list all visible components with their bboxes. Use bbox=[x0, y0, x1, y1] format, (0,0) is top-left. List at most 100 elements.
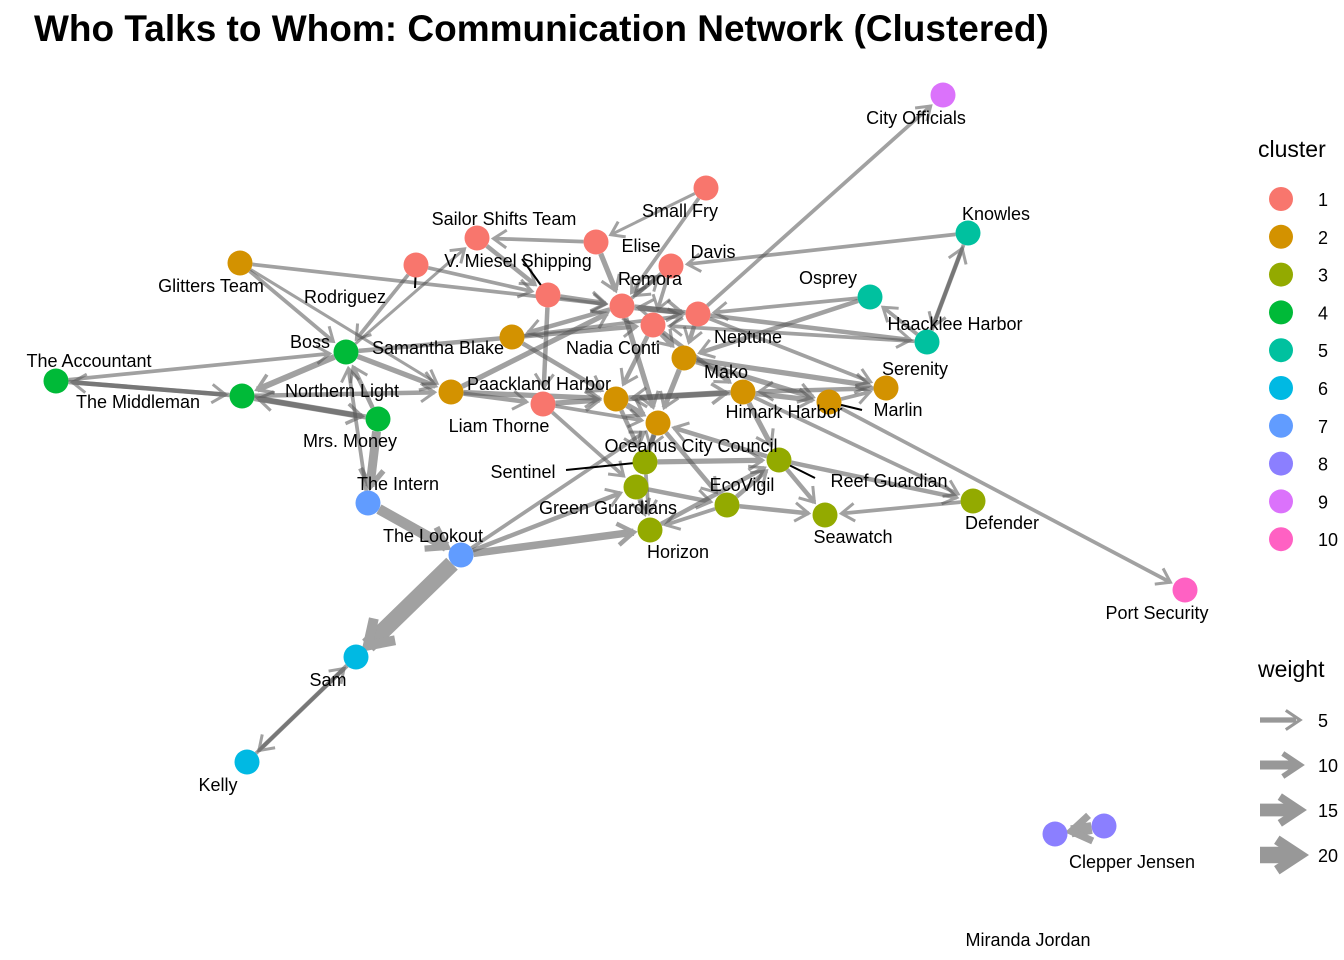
legend-cluster-swatch bbox=[1269, 338, 1293, 363]
node-label-sailor_shifts: Sailor Shifts Team bbox=[432, 209, 577, 229]
node-davis[interactable] bbox=[658, 253, 684, 279]
edge-the_lookout-horizon bbox=[472, 521, 638, 558]
edge-remora-oceanus bbox=[623, 317, 660, 410]
node-reef_guardian[interactable] bbox=[766, 447, 792, 473]
edge-boss-northern_light bbox=[356, 353, 439, 392]
legend-cluster-label: 2 bbox=[1318, 228, 1328, 248]
legend-weight-label: 20 bbox=[1318, 846, 1338, 866]
node-mako[interactable] bbox=[671, 345, 697, 371]
legend-weight-label: 10 bbox=[1318, 756, 1338, 776]
legend-cluster-label: 3 bbox=[1318, 266, 1328, 286]
node-knowles[interactable] bbox=[955, 220, 981, 246]
legend-cluster-title: cluster bbox=[1258, 136, 1326, 162]
edge-remora-samantha_blake bbox=[525, 307, 611, 340]
node-horizon[interactable] bbox=[637, 517, 663, 543]
node-nadia_conti[interactable] bbox=[640, 312, 666, 338]
node-the_intern[interactable] bbox=[355, 490, 381, 516]
node-label-ecovigil: EcoVigil bbox=[710, 475, 775, 495]
node-label-sam: Sam bbox=[309, 670, 346, 690]
node-label-remora: Remora bbox=[618, 269, 683, 289]
node-kelly[interactable] bbox=[234, 749, 260, 775]
edge-himark-reef_guardian bbox=[746, 401, 775, 448]
edge-the_intern-boss bbox=[340, 365, 369, 491]
edge-rodriguez-v_miesel bbox=[427, 265, 535, 299]
edge-horizon-reef_guardian bbox=[659, 464, 767, 527]
legend-cluster-label: 4 bbox=[1318, 303, 1328, 323]
edge-elise-sailor_shifts bbox=[490, 228, 584, 250]
edge-nadia_conti-mako bbox=[655, 328, 675, 349]
node-label-paackland: Paackland Harbor bbox=[467, 374, 611, 394]
legend-cluster-label: 1 bbox=[1318, 190, 1328, 210]
edge-haacklee-knowles bbox=[929, 245, 968, 332]
node-sentinel[interactable] bbox=[632, 449, 658, 475]
node-label-haacklee: Haacklee Harbor bbox=[887, 314, 1022, 334]
node-defender[interactable] bbox=[960, 488, 986, 514]
node-the_accountant[interactable] bbox=[43, 368, 69, 394]
node-rodriguez[interactable] bbox=[403, 252, 429, 278]
node-sailor_shifts[interactable] bbox=[464, 225, 490, 251]
edge-elise-remora bbox=[598, 252, 621, 294]
node-label-davis: Davis bbox=[690, 242, 735, 262]
edge-paackland-oceanus bbox=[625, 397, 647, 418]
legend-cluster-swatch bbox=[1269, 451, 1293, 476]
edge-knowles-davis bbox=[684, 232, 956, 273]
node-label-nadia_conti: Nadia Conti bbox=[566, 338, 660, 358]
node-himark[interactable] bbox=[730, 379, 756, 405]
edge-kelly-sam bbox=[254, 666, 347, 755]
node-northern_light[interactable] bbox=[438, 379, 464, 405]
node-city_officials[interactable] bbox=[930, 82, 956, 108]
node-oceanus[interactable] bbox=[645, 410, 671, 436]
node-neptune[interactable] bbox=[685, 301, 711, 327]
edge-marlin-serenity bbox=[840, 385, 873, 405]
node-serenity[interactable] bbox=[873, 375, 899, 401]
node-label-samantha_blake: Samantha Blake bbox=[372, 338, 504, 358]
legend-weight-swatch bbox=[1260, 835, 1310, 875]
legend-cluster-label: 6 bbox=[1318, 379, 1328, 399]
node-port_security[interactable] bbox=[1172, 577, 1198, 603]
node-elise[interactable] bbox=[583, 229, 609, 255]
edge-the_middleman-northern_light bbox=[254, 382, 438, 404]
chart-title: Who Talks to Whom: Communication Network… bbox=[34, 8, 1049, 49]
legend-weight-swatch bbox=[1260, 793, 1307, 827]
node-small_fry[interactable] bbox=[693, 175, 719, 201]
node-miranda[interactable] bbox=[1042, 821, 1068, 847]
node-label-glitters: Glitters Team bbox=[158, 276, 264, 296]
edge-himark-defender bbox=[753, 395, 961, 498]
node-label-boss: Boss bbox=[290, 332, 330, 352]
node-ecovigil[interactable] bbox=[714, 492, 740, 518]
node-label-osprey: Osprey bbox=[799, 268, 857, 288]
node-samantha_blake[interactable] bbox=[499, 324, 525, 350]
edge-remora-davis bbox=[630, 274, 661, 300]
node-label-sentinel: Sentinel bbox=[490, 462, 555, 482]
node-label-mako: Mako bbox=[704, 362, 748, 382]
node-liam_thorne[interactable] bbox=[530, 391, 556, 417]
node-glitters[interactable] bbox=[227, 250, 253, 276]
node-remora[interactable] bbox=[609, 293, 635, 319]
edge-glitters-boss bbox=[248, 269, 336, 344]
node-layer bbox=[43, 82, 1198, 847]
node-mrs_money[interactable] bbox=[365, 406, 391, 432]
edge-osprey-mako bbox=[697, 298, 859, 359]
edge-v_miesel-remora bbox=[559, 290, 609, 313]
edge-reef_guardian-oceanus bbox=[671, 421, 768, 459]
node-boss[interactable] bbox=[333, 339, 359, 365]
node-label-serenity: Serenity bbox=[882, 359, 948, 379]
edge-layer bbox=[68, 104, 1173, 845]
edge-nadia_conti-paackland bbox=[619, 335, 650, 387]
node-haacklee[interactable] bbox=[914, 329, 940, 355]
node-sam[interactable] bbox=[343, 644, 369, 670]
node-paackland[interactable] bbox=[603, 386, 629, 412]
node-marlin[interactable] bbox=[816, 389, 842, 415]
node-the_middleman[interactable] bbox=[229, 383, 255, 409]
legend: cluster 1 2 3 4 5 6 7 8 9 10 weight 5 10 15 20 bbox=[1257, 136, 1338, 875]
node-clepper[interactable] bbox=[1091, 813, 1117, 839]
edge-ecovigil-seawatch bbox=[739, 501, 812, 523]
edge-the_lookout-sam bbox=[361, 557, 458, 652]
node-seawatch[interactable] bbox=[812, 502, 838, 528]
node-v_miesel[interactable] bbox=[535, 282, 561, 308]
node-the_lookout[interactable] bbox=[448, 542, 474, 568]
node-green_guardians[interactable] bbox=[623, 474, 649, 500]
legend-weight-label: 15 bbox=[1318, 801, 1338, 821]
node-osprey[interactable] bbox=[857, 284, 883, 310]
